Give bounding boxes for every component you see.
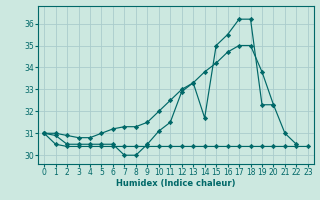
X-axis label: Humidex (Indice chaleur): Humidex (Indice chaleur)	[116, 179, 236, 188]
